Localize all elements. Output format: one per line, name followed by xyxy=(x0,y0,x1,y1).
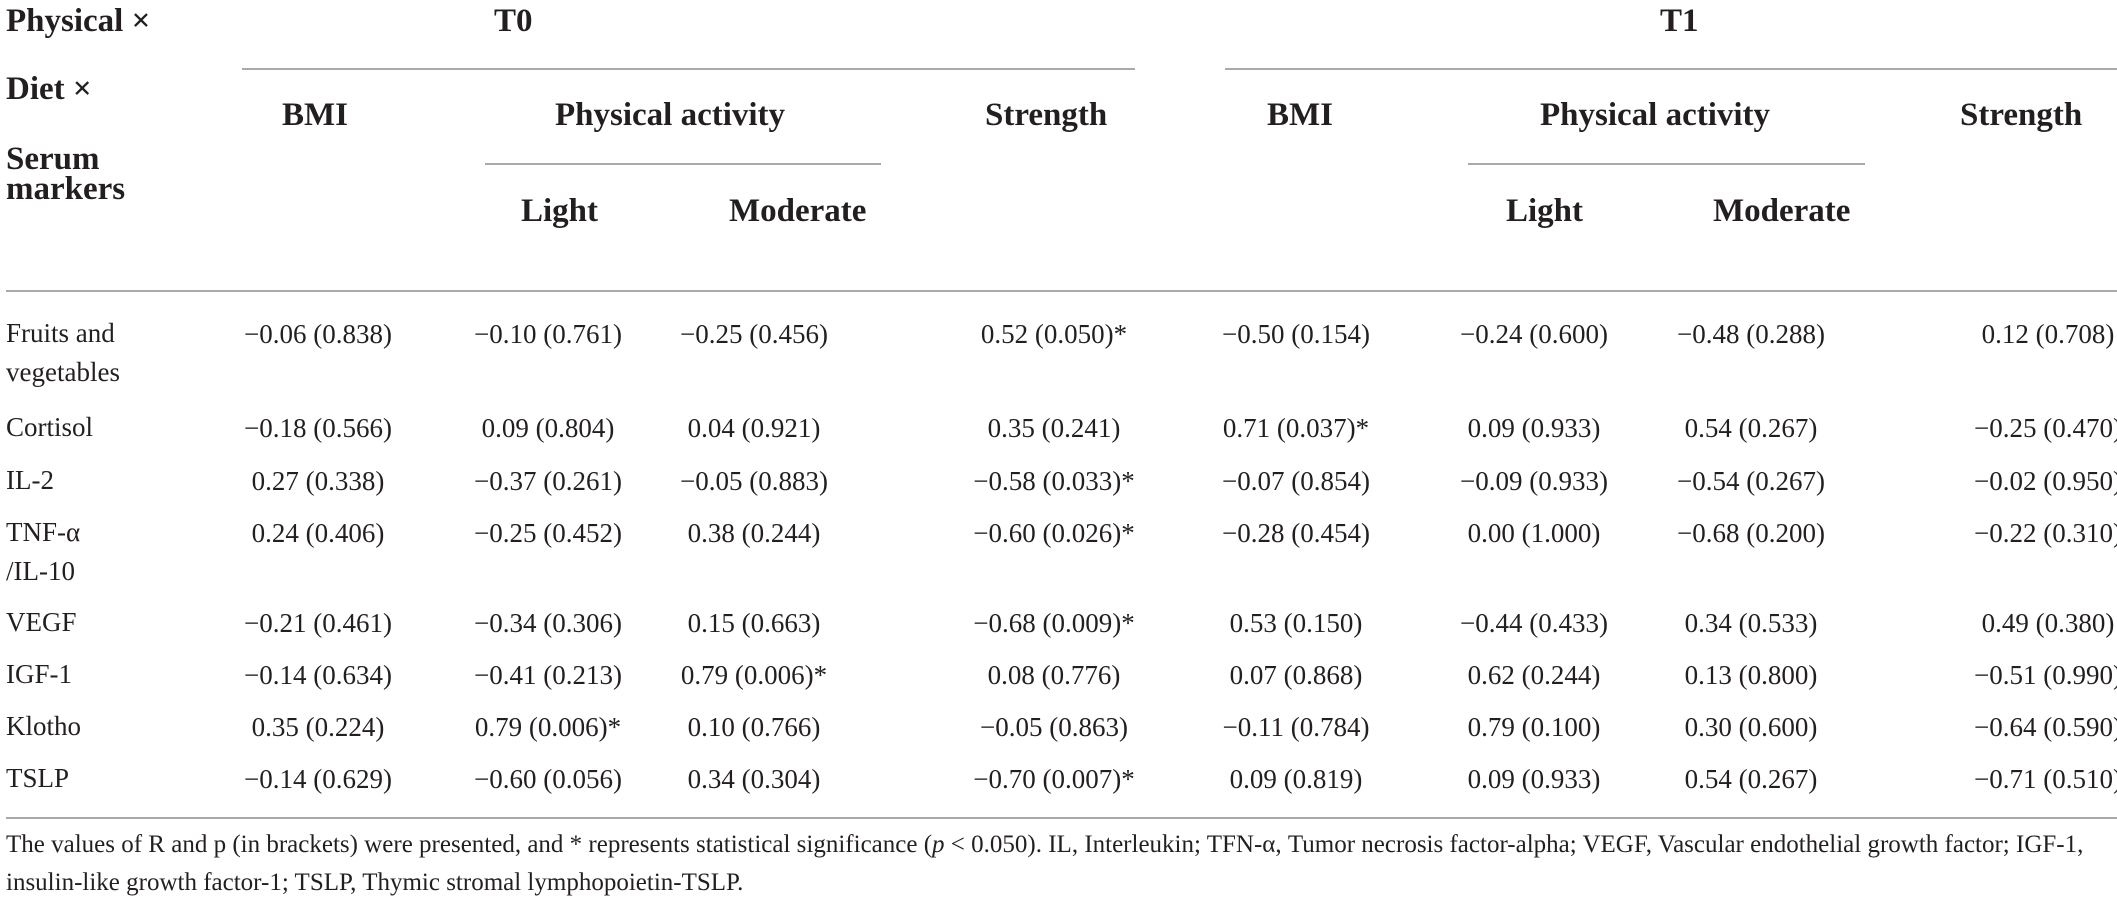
table-cell: −0.09 (0.933) xyxy=(1460,466,1608,496)
row-label: IL-2 xyxy=(6,465,54,495)
table-cell: 0.09 (0.933) xyxy=(1467,413,1601,443)
table-cell: 0.08 (0.776) xyxy=(987,660,1121,690)
col-header-t1-light: Light xyxy=(1506,193,1584,229)
row-label: Cortisol xyxy=(6,412,94,442)
table-cell: −0.68 (0.009)* xyxy=(973,608,1135,638)
row-label: TSLP xyxy=(6,763,70,793)
table-cell: 0.15 (0.663) xyxy=(687,608,821,638)
table-cell: −0.14 (0.629) xyxy=(244,764,392,794)
table-cell: 0.71 (0.037)* xyxy=(1222,413,1370,443)
table-cell: −0.58 (0.033)* xyxy=(973,466,1135,496)
table-cell: −0.05 (0.883) xyxy=(680,466,828,496)
table-cell: 0.34 (0.533) xyxy=(1684,608,1818,638)
table-cell: −0.25 (0.470) xyxy=(1974,413,2117,443)
rule-header-bottom xyxy=(6,290,2117,292)
table-cell: −0.50 (0.154) xyxy=(1222,319,1370,349)
corner-header-diet: Diet × xyxy=(6,71,92,107)
table-cell: 0.79 (0.006)* xyxy=(680,660,828,690)
col-header-t1-bmi: BMI xyxy=(1267,97,1333,133)
table-cell: −0.22 (0.310) xyxy=(1974,518,2117,548)
table-cell: 0.79 (0.006)* xyxy=(474,712,622,742)
rule-t0-physical-activity xyxy=(485,163,881,165)
table-cell: 0.24 (0.406) xyxy=(251,518,385,548)
col-header-t1-strength: Strength xyxy=(1960,97,2083,133)
row-label: Klotho xyxy=(6,711,82,741)
row-label: Fruits and vegetables xyxy=(6,318,120,387)
col-header-t1-physical-activity: Physical activity xyxy=(1540,97,1771,133)
table-cell: 0.04 (0.921) xyxy=(687,413,821,443)
table-cell: 0.34 (0.304) xyxy=(687,764,821,794)
table-cell: 0.09 (0.819) xyxy=(1229,764,1363,794)
table-cell: −0.44 (0.433) xyxy=(1460,608,1608,638)
rule-t1-physical-activity xyxy=(1468,163,1865,165)
table-cell: −0.51 (0.990) xyxy=(1974,660,2117,690)
table-cell: −0.64 (0.590) xyxy=(1974,712,2117,742)
col-header-t0-moderate: Moderate xyxy=(729,193,867,229)
col-header-t0-bmi: BMI xyxy=(282,97,348,133)
table-cell: −0.70 (0.007)* xyxy=(973,764,1135,794)
corner-header-physical: Physical × xyxy=(6,3,151,39)
group-header-t1: T1 xyxy=(1660,3,1699,39)
table-cell: 0.13 (0.800) xyxy=(1684,660,1818,690)
table-cell: 0.54 (0.267) xyxy=(1684,764,1818,794)
table-cell: −0.07 (0.854) xyxy=(1222,466,1370,496)
table-cell: −0.24 (0.600) xyxy=(1460,319,1608,349)
table-cell: −0.02 (0.950) xyxy=(1974,466,2117,496)
table-cell: 0.62 (0.244) xyxy=(1467,660,1601,690)
table-cell: 0.53 (0.150) xyxy=(1229,608,1363,638)
table-cell: −0.25 (0.456) xyxy=(680,319,828,349)
table-cell: 0.52 (0.050)* xyxy=(980,319,1128,349)
row-label: VEGF xyxy=(6,607,77,637)
footnote-text-end: < 0.050). IL, Interleukin; TFN-α, Tumor … xyxy=(6,831,2084,896)
table-cell: −0.18 (0.566) xyxy=(244,413,392,443)
table-cell: −0.28 (0.454) xyxy=(1222,518,1370,548)
table-cell: −0.48 (0.288) xyxy=(1677,319,1825,349)
col-header-t0-physical-activity: Physical activity xyxy=(555,97,786,133)
table-cell: 0.54 (0.267) xyxy=(1684,413,1818,443)
table-cell: −0.60 (0.056) xyxy=(474,764,622,794)
table-cell: −0.25 (0.452) xyxy=(474,518,622,548)
col-header-t1-moderate: Moderate xyxy=(1713,193,1851,229)
col-header-t0-strength: Strength xyxy=(985,97,1108,133)
table-cell: 0.38 (0.244) xyxy=(687,518,821,548)
table-cell: −0.37 (0.261) xyxy=(474,466,622,496)
corner-header-markers: markers xyxy=(6,171,126,207)
rule-table-bottom xyxy=(6,817,2117,819)
table-cell: −0.71 (0.510) xyxy=(1974,764,2117,794)
footnote-p-symbol: p xyxy=(932,831,945,858)
group-header-t0: T0 xyxy=(494,3,533,39)
table-cell: −0.68 (0.200) xyxy=(1677,518,1825,548)
table-cell: 0.79 (0.100) xyxy=(1467,712,1601,742)
table-cell: 0.09 (0.804) xyxy=(481,413,615,443)
table-cell: 0.27 (0.338) xyxy=(251,466,385,496)
table-cell: −0.41 (0.213) xyxy=(474,660,622,690)
table-cell: 0.49 (0.380) xyxy=(1981,608,2115,638)
row-label: TNF-α /IL-10 xyxy=(6,517,81,586)
table-cell: −0.60 (0.026)* xyxy=(973,518,1135,548)
rule-t1-span xyxy=(1225,68,2117,70)
table-cell: 0.35 (0.241) xyxy=(987,413,1121,443)
table-cell: −0.21 (0.461) xyxy=(244,608,392,638)
corner-header-serum: Serum xyxy=(6,141,100,177)
table-cell: 0.10 (0.766) xyxy=(687,712,821,742)
table-cell: 0.35 (0.224) xyxy=(251,712,385,742)
table-footnote: The values of R and p (in brackets) were… xyxy=(6,826,2106,902)
table-cell: −0.11 (0.784) xyxy=(1222,712,1370,742)
table-cell: −0.10 (0.761) xyxy=(474,319,622,349)
table-cell: −0.05 (0.863) xyxy=(980,712,1128,742)
table-cell: −0.54 (0.267) xyxy=(1677,466,1825,496)
table-cell: −0.06 (0.838) xyxy=(244,319,392,349)
table-cell: 0.30 (0.600) xyxy=(1684,712,1818,742)
rule-t0-span xyxy=(242,68,1135,70)
table-cell: −0.34 (0.306) xyxy=(474,608,622,638)
col-header-t0-light: Light xyxy=(521,193,599,229)
row-label: IGF-1 xyxy=(6,659,72,689)
table-cell: −0.14 (0.634) xyxy=(244,660,392,690)
table-cell: 0.12 (0.708) xyxy=(1981,319,2115,349)
table-cell: 0.00 (1.000) xyxy=(1467,518,1601,548)
table-cell: 0.09 (0.933) xyxy=(1467,764,1601,794)
footnote-text-start: The values of R and p (in brackets) were… xyxy=(6,831,933,858)
table-cell: 0.07 (0.868) xyxy=(1229,660,1363,690)
